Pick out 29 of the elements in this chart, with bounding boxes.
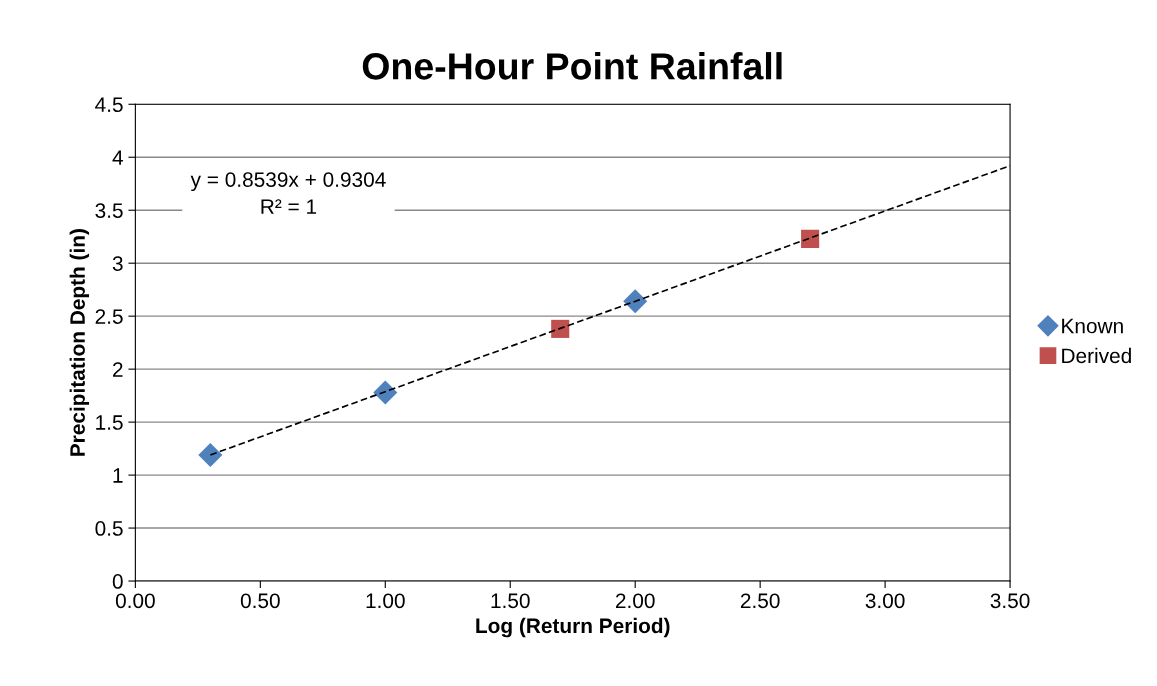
y-tick-label: 4 bbox=[112, 150, 123, 165]
point bbox=[551, 319, 570, 338]
y-tick-label: 1.5 bbox=[96, 415, 123, 430]
x-tick-label: 3.00 bbox=[865, 593, 905, 609]
x-tick-label: 1.50 bbox=[491, 593, 530, 609]
x-tick-label: 0.50 bbox=[240, 593, 280, 609]
y-tick-label: 3 bbox=[112, 256, 123, 271]
point bbox=[198, 442, 223, 467]
x-tick-label: 3.50 bbox=[990, 593, 1030, 609]
y-tick-label: 3.5 bbox=[95, 203, 123, 218]
x-tick-label: 1.00 bbox=[366, 593, 405, 609]
y-tick-label: 4.5 bbox=[95, 97, 123, 113]
y-tick-label: 2.5 bbox=[95, 309, 123, 324]
y-tick-label: 1 bbox=[113, 468, 123, 483]
point bbox=[623, 289, 648, 314]
annotation: y = 0.8539x + 0.9304 R² = 1 bbox=[190, 172, 386, 214]
legend-label: Known bbox=[1062, 318, 1123, 334]
point bbox=[801, 229, 820, 248]
x-axis-title: Log (Return Period) bbox=[476, 617, 670, 638]
x-tick-label: 2.50 bbox=[740, 593, 780, 609]
y-tick-label: 0.5 bbox=[95, 521, 123, 536]
y-tick-label: 2 bbox=[113, 362, 123, 377]
point bbox=[373, 380, 398, 405]
y-tick-label: 0 bbox=[112, 574, 123, 589]
x-tick-label: 2.00 bbox=[615, 593, 655, 609]
legend-label: Derived bbox=[1062, 347, 1131, 364]
y-axis-title: Precipitation Depth (in) bbox=[69, 229, 90, 456]
chart-title: One-Hour Point Rainfall bbox=[362, 52, 782, 80]
x-tick-label: 0.00 bbox=[115, 593, 155, 609]
